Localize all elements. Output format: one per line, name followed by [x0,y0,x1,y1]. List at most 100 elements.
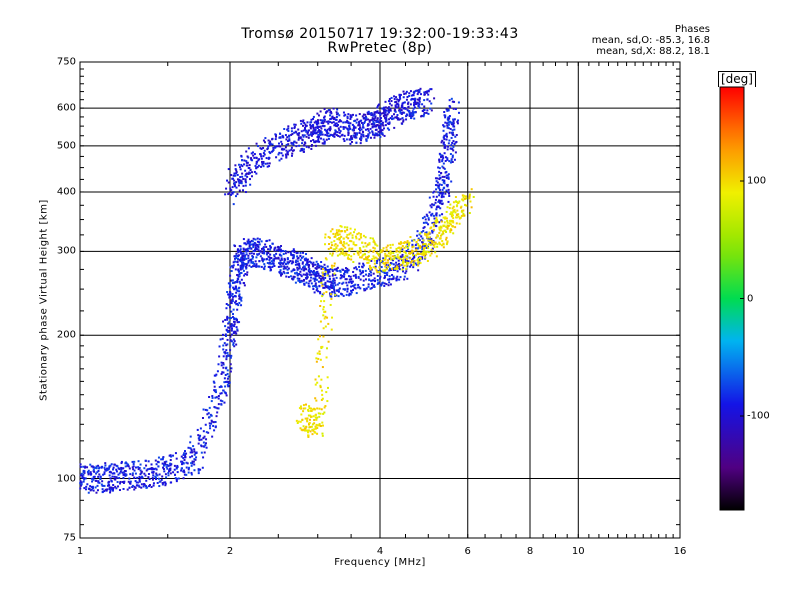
data-point [220,361,223,364]
data-point [365,117,368,120]
data-point [255,162,258,165]
data-point [290,146,293,149]
data-point [358,238,361,241]
data-point [444,159,447,162]
data-point [404,254,407,257]
data-point [452,214,455,217]
data-point [269,253,272,256]
data-point [353,120,356,123]
data-point [231,265,234,268]
data-point [311,271,314,274]
data-point [226,372,229,375]
data-point [246,164,249,167]
data-point [369,136,372,139]
data-point [330,244,333,247]
data-point [303,144,306,147]
data-point [239,282,242,285]
data-point [181,460,184,463]
data-point [337,295,340,298]
data-point [173,473,176,476]
data-point [232,286,235,289]
data-point [410,251,413,254]
data-point [222,363,225,366]
data-point [255,243,258,246]
data-point [461,214,464,217]
data-point [376,106,379,109]
data-point [462,196,465,199]
data-point [154,476,157,479]
data-point [297,138,300,141]
data-point [355,292,358,295]
data-point [340,225,343,228]
data-point [328,270,331,273]
data-point [441,139,444,142]
data-point [445,134,448,137]
data-point [412,252,415,255]
data-point [237,268,240,271]
data-point [402,270,405,273]
data-point [320,131,323,134]
data-point [167,472,170,475]
data-point [215,396,218,399]
data-point [255,265,258,268]
data-point [443,138,446,141]
data-point [443,167,446,170]
data-point [433,221,436,224]
data-point [418,89,421,92]
data-point [269,142,272,145]
data-point [152,484,155,487]
data-point [251,255,254,258]
data-point [97,475,100,478]
data-point [411,259,414,262]
data-point [395,265,398,268]
data-point [455,200,458,203]
data-point [401,253,404,256]
data-point [102,473,105,476]
data-point [347,128,350,131]
data-point [399,110,402,113]
data-point [377,120,380,123]
data-point [330,117,333,120]
data-point [326,274,329,277]
data-point [346,269,349,272]
data-point [406,277,409,280]
data-point [282,262,285,265]
data-point [389,283,392,286]
data-point [304,427,307,430]
data-point [118,468,121,471]
data-point [448,115,451,118]
data-point [238,286,241,289]
data-point [248,164,251,167]
data-point [247,247,250,250]
data-point [402,250,405,253]
data-point [338,230,341,233]
data-point [364,249,367,252]
data-point [137,484,140,487]
data-point [303,267,306,270]
data-point [387,284,390,287]
data-point [140,475,143,478]
data-point [454,108,457,111]
data-point [388,269,391,272]
data-point [343,134,346,137]
data-point [292,255,295,258]
data-point [346,119,349,122]
data-point [145,479,148,482]
data-point [400,246,403,249]
data-point [372,114,375,117]
data-point [403,246,406,249]
data-point [430,252,433,255]
data-point [312,115,315,118]
data-point [351,234,354,237]
data-point [234,195,237,198]
data-point [371,122,374,125]
data-point [315,274,318,277]
data-point [380,270,383,273]
data-point [452,125,455,128]
data-point [226,369,229,372]
data-point [127,465,130,468]
data-point [81,475,84,478]
data-point [157,465,160,468]
data-point [304,257,307,260]
data-point [312,277,315,280]
